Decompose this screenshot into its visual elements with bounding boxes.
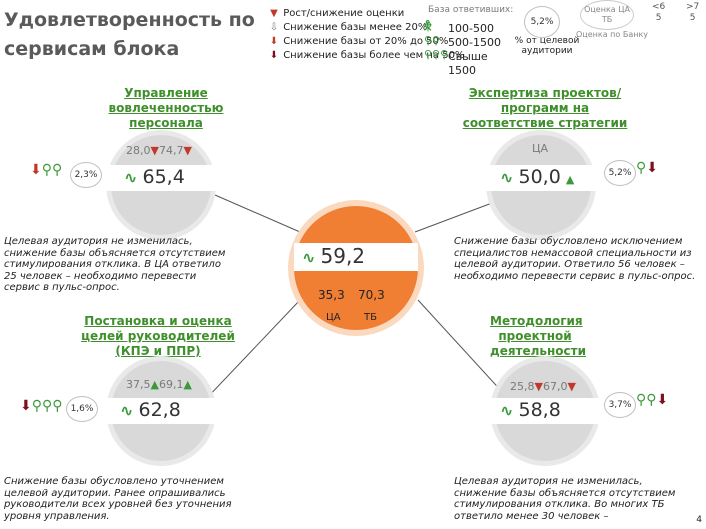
people-icons: 🯅: [422, 20, 433, 34]
arrow-down-darkred-icon: ⬇: [656, 392, 669, 408]
value-methodology: ∿ 58,8: [500, 399, 561, 421]
service-ca-tb-engagement: 28,0▼74,7▼: [126, 144, 192, 157]
indicators-expertise: ⚲⬇: [636, 160, 658, 176]
center-value-bar: [294, 243, 418, 271]
arrow-down-darkred-icon: ⬇: [20, 398, 32, 414]
triangle-up-icon: ▲: [565, 173, 575, 186]
ocenka-bank-label: Оценка по Банку: [576, 30, 649, 39]
pulse-icon: ∿: [124, 168, 138, 187]
note-expertise: Снижение базы обусловлено исключением сп…: [454, 236, 696, 282]
indicators-kpi: ⬇⚲⚲⚲: [20, 398, 63, 414]
base-range-3: Свыше 1500: [448, 50, 488, 77]
person-icon: ⚲: [636, 160, 647, 176]
base-ranges: 100-500 500-1500 Свыше 1500: [448, 22, 501, 78]
note-methodology: Целевая аудитория не изменилась, снижени…: [454, 476, 676, 522]
arrow-down-darkred-icon: ⬇: [646, 160, 658, 176]
legend-up-down: ▼ Рост/снижение оценки: [268, 8, 404, 20]
service-ca-tb-methodology: 25,8▼67,0▼: [510, 380, 576, 393]
arrow-down-red-icon: ⬇: [30, 162, 42, 178]
triangle-down-icon: ▼: [567, 380, 576, 393]
value-bar-kpi: [106, 398, 216, 424]
center-ca-value: 35,3: [318, 288, 345, 302]
pct-kpi: 1,6%: [66, 396, 98, 422]
triangle-down-icon: ▼: [270, 8, 278, 19]
center-tb-label: ТБ: [364, 312, 377, 323]
legend-base-gt50: ⬇ Снижение базы более чем на 50%: [269, 50, 465, 61]
center-tb-value: 70,3: [358, 288, 385, 302]
service-ca-expertise: ЦА: [532, 142, 549, 155]
note-engagement: Целевая аудитория не изменилась, снижени…: [4, 236, 226, 293]
base-range-2: 500-1500: [448, 36, 501, 49]
service-title-engagement[interactable]: Управление вовлеченностью персонала: [108, 86, 224, 130]
arrow-down-darkred-icon: ⬇: [269, 50, 279, 61]
value-bar-methodology: [490, 398, 600, 424]
service-title-methodology[interactable]: Методология проектной деятельности: [490, 314, 587, 358]
pct-legend-bubble: 5,2%: [524, 6, 560, 38]
center-value: ∿ 59,2: [302, 244, 366, 268]
base-header: База ответивших:: [428, 5, 514, 15]
note-kpi: Снижение базы обусловлено уточнением цел…: [4, 476, 232, 522]
pulse-icon: ∿: [302, 248, 316, 267]
center-ca-label: ЦА: [326, 312, 341, 323]
service-title-expertise[interactable]: Экспертиза проектов/программ на соответс…: [462, 86, 628, 130]
legend-base-lt20: ⇩ Снижение базы менее 20%: [269, 22, 428, 33]
people-icons-set: ⚲ ⚲⚲ ⚲⚲⚲: [424, 20, 448, 62]
three-persons-icon: ⚲⚲⚲: [31, 398, 63, 414]
service-ca-tb-kpi: 37,5▲69,1▲: [126, 378, 192, 391]
legend-base-20-50: ⬇ Снижение базы от 20% до 50%: [269, 36, 449, 47]
value-engagement: ∿ 65,4: [124, 166, 185, 188]
pulse-icon: ∿: [500, 168, 514, 187]
page-title: Удовлетворенность по сервисам блока: [4, 9, 255, 60]
lt6-col: <6 5: [652, 2, 666, 23]
service-title-kpi[interactable]: Постановка и оценка целей руководителей …: [81, 314, 235, 358]
gt7-col: >7 5: [686, 2, 700, 23]
value-bar-expertise: [486, 165, 596, 191]
three-persons-icon: ⚲⚲⚲: [424, 48, 449, 61]
value-bar-engagement: [106, 165, 216, 191]
triangle-down-icon: ▼: [150, 144, 159, 157]
one-person-icon: ⚲: [424, 20, 433, 33]
two-persons-icon: ⚲⚲: [41, 162, 63, 178]
base-range-1: 100-500: [448, 22, 494, 35]
two-persons-icon: ⚲⚲: [636, 392, 657, 408]
triangle-up-icon: ▲: [150, 378, 159, 391]
pct-methodology: 3,7%: [604, 392, 636, 418]
page-number: 4: [696, 515, 702, 525]
two-persons-icon: ⚲⚲: [424, 34, 441, 47]
arrow-down-outline-icon: ⇩: [269, 22, 279, 33]
person-icon: 🯅: [422, 19, 434, 34]
arrow-down-red-icon: ⬇: [269, 36, 279, 47]
triangle-down-icon: ▼: [534, 380, 543, 393]
triangle-up-icon: ▲: [183, 378, 192, 391]
indicators-engagement: ⬇⚲⚲: [30, 162, 62, 178]
pct-legend-label: % от целевой аудитории: [514, 36, 580, 56]
pulse-icon: ∿: [500, 401, 514, 420]
ocenka-ca-bubble: Оценка ЦА ТБ: [580, 0, 634, 30]
indicators-methodology: ⚲⚲⬇: [636, 392, 668, 408]
value-expertise: ∿ 50,0 ▲: [500, 166, 575, 188]
value-kpi: ∿ 62,8: [120, 399, 181, 421]
pct-expertise: 5,2%: [604, 160, 636, 186]
pct-engagement: 2,3%: [70, 162, 102, 188]
triangle-down-icon: ▼: [183, 144, 192, 157]
pulse-icon: ∿: [120, 401, 134, 420]
